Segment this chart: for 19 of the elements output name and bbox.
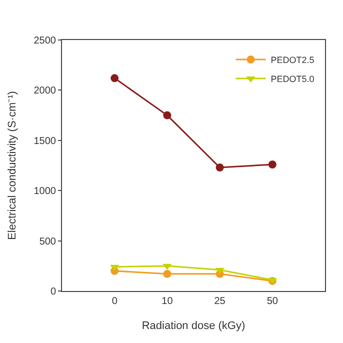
- y-tick-label: 2000: [34, 86, 56, 97]
- x-axis-title: Radiation dose (kGy): [142, 320, 246, 332]
- y-tick-label: 1000: [34, 186, 56, 198]
- y-tick-label: 1500: [34, 136, 56, 147]
- x-tick-label: 0: [112, 296, 118, 307]
- y-tick-label: 0: [50, 286, 56, 298]
- legend-label: PEDOT5.0: [270, 74, 314, 84]
- point: [163, 270, 172, 278]
- x-tick-label: 10: [162, 296, 174, 307]
- point: [268, 160, 276, 168]
- legend-label: PEDOT2.5: [270, 55, 314, 66]
- y-axis-title: Electrical conductivity (S·cm⁻¹): [6, 91, 18, 240]
- y-tick-label: 2500: [34, 36, 56, 46]
- point: [163, 111, 172, 120]
- x-tick-label: 50: [266, 296, 278, 307]
- y-tick-label: 500: [39, 236, 56, 248]
- point: [110, 74, 119, 82]
- x-tick-label: 25: [214, 296, 226, 307]
- point: [216, 164, 224, 172]
